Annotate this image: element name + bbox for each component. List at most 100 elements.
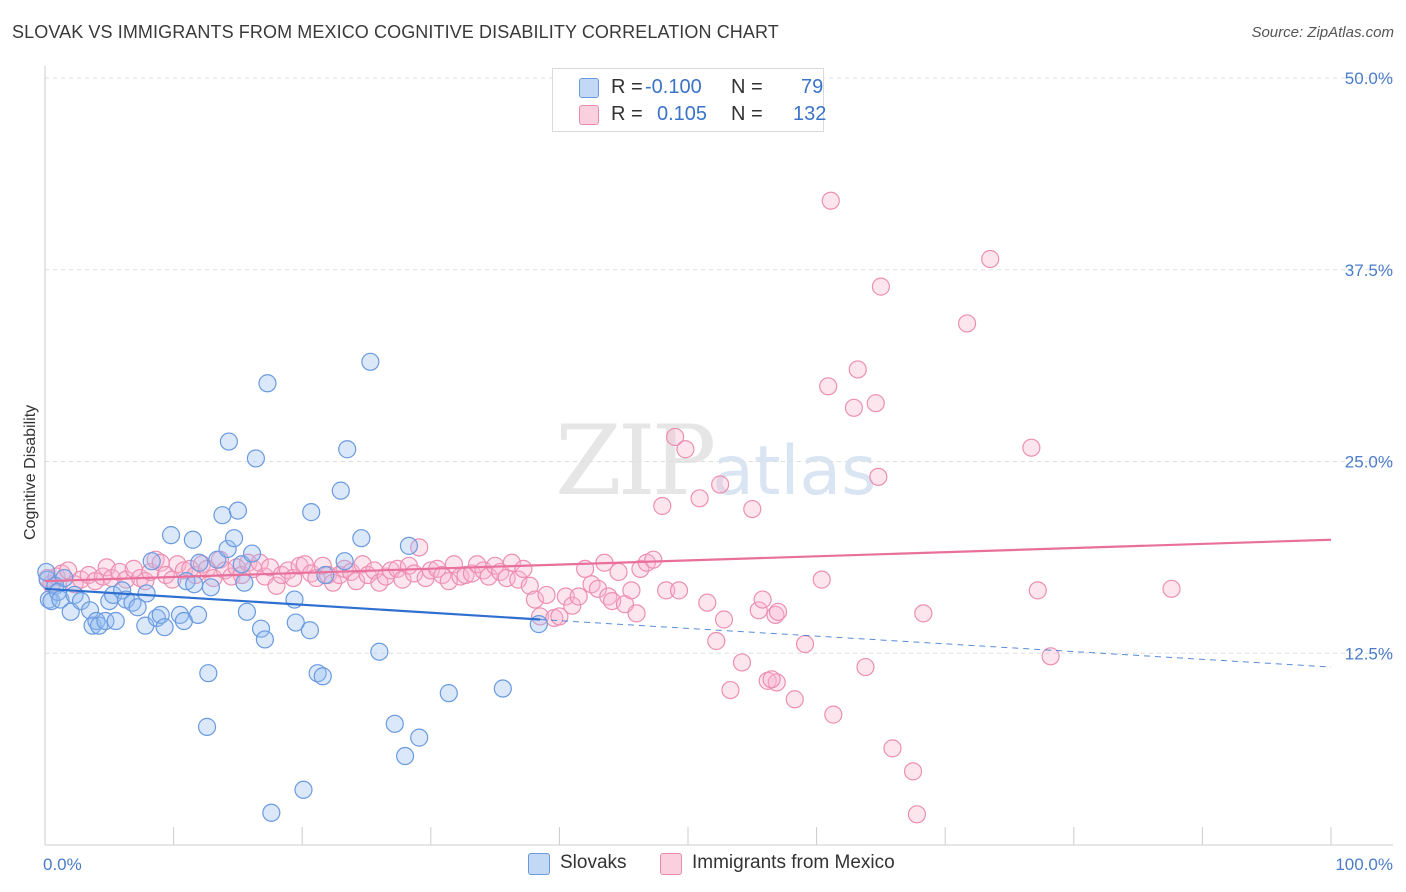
watermark-atlas: atlas xyxy=(712,432,877,511)
point-slovaks xyxy=(155,618,174,637)
point-mexico xyxy=(821,191,840,210)
point-mexico xyxy=(421,561,440,580)
point-slovaks xyxy=(316,565,335,585)
point-mexico xyxy=(250,553,269,572)
bottom-legend-label-mexico: Immigrants from Mexico xyxy=(692,852,895,873)
point-slovaks xyxy=(80,601,100,620)
point-slovaks xyxy=(385,714,404,733)
bottom-legend-swatch-slovaks xyxy=(528,853,550,875)
point-mexico xyxy=(1022,438,1041,457)
point-mexico xyxy=(531,607,550,626)
point-mexico xyxy=(609,562,628,582)
point-mexico xyxy=(93,567,112,586)
bottom-legend-slovaks[interactable]: Slovaks xyxy=(528,852,658,876)
point-mexico xyxy=(732,653,752,672)
point-mexico xyxy=(657,581,676,600)
point-slovaks xyxy=(370,642,389,661)
y-tick-label: 25.0% xyxy=(1345,453,1393,472)
point-slovaks xyxy=(251,619,271,638)
point-slovaks xyxy=(219,432,238,451)
point-slovaks xyxy=(201,578,220,597)
point-mexico xyxy=(795,634,815,654)
point-mexico xyxy=(768,602,788,621)
bottom-legend-mexico[interactable]: Immigrants from Mexico xyxy=(660,852,920,876)
point-slovaks xyxy=(399,536,419,555)
point-slovaks xyxy=(190,553,209,572)
point-slovaks xyxy=(331,481,350,500)
x-tick-label-min: 0.0% xyxy=(43,855,82,874)
point-slovaks xyxy=(395,746,415,766)
point-mexico xyxy=(866,394,885,413)
point-mexico xyxy=(785,690,804,709)
point-mexico xyxy=(711,475,730,494)
point-mexico xyxy=(627,604,646,623)
point-slovaks xyxy=(51,590,70,609)
point-slovaks xyxy=(313,667,332,686)
point-slovaks xyxy=(302,503,321,522)
point-slovaks xyxy=(255,630,275,649)
point-slovaks xyxy=(213,506,232,525)
point-slovaks xyxy=(258,374,277,393)
point-mexico xyxy=(856,657,875,677)
bottom-legend-label-slovaks: Slovaks xyxy=(560,852,627,873)
point-slovaks xyxy=(96,611,115,631)
point-slovaks xyxy=(142,552,161,571)
point-mexico xyxy=(666,427,685,447)
point-mexico xyxy=(267,576,286,595)
point-slovaks xyxy=(55,568,74,588)
point-mexico xyxy=(563,596,582,615)
legend-r-label: R = xyxy=(611,103,643,125)
point-mexico xyxy=(981,249,1000,269)
point-slovaks xyxy=(228,501,247,520)
point-mexico xyxy=(353,555,372,574)
series-slovaks-points xyxy=(37,352,548,822)
point-mexico xyxy=(869,467,888,486)
point-mexico xyxy=(669,581,689,600)
point-slovaks xyxy=(246,449,266,468)
point-mexico xyxy=(824,705,843,724)
point-mexico xyxy=(1162,579,1181,598)
y-tick-label: 37.5% xyxy=(1345,261,1393,280)
point-mexico xyxy=(721,680,740,700)
point-mexico xyxy=(479,567,498,586)
correlation-legend: R = -0.100 N = 79 R = 0.105 N = 132 xyxy=(552,68,827,132)
point-slovaks xyxy=(199,664,218,683)
point-slovaks xyxy=(308,664,327,683)
point-mexico xyxy=(1041,647,1060,666)
point-mexico xyxy=(520,576,539,595)
point-slovaks xyxy=(218,539,237,559)
legend-swatch-slovaks xyxy=(579,78,599,98)
legend-n-value: 132 xyxy=(793,103,827,125)
point-slovaks xyxy=(300,621,320,640)
point-slovaks xyxy=(161,526,181,545)
point-mexico xyxy=(812,570,831,589)
trend-line-mexico xyxy=(44,538,1332,583)
point-mexico xyxy=(690,489,709,508)
point-slovaks xyxy=(410,728,429,747)
point-slovaks xyxy=(89,616,109,635)
point-mexico xyxy=(844,398,863,417)
legend-r-label: R = xyxy=(611,76,643,98)
point-mexico xyxy=(676,440,695,459)
legend-r-value: -0.100 xyxy=(645,76,702,98)
point-mexico xyxy=(907,805,927,824)
point-mexico xyxy=(509,570,528,589)
point-mexico xyxy=(871,277,891,296)
point-mexico xyxy=(514,559,533,578)
point-mexico xyxy=(698,593,717,612)
point-slovaks xyxy=(286,613,305,632)
point-slovaks xyxy=(224,529,244,548)
point-slovaks xyxy=(262,803,281,822)
point-slovaks xyxy=(137,584,156,603)
axes xyxy=(44,66,1393,846)
point-slovaks xyxy=(188,605,208,625)
point-mexico xyxy=(569,587,588,606)
point-slovaks xyxy=(361,352,380,371)
point-slovaks xyxy=(235,573,254,592)
bottom-legend-swatch-mexico xyxy=(660,853,682,875)
point-slovaks xyxy=(439,684,458,703)
point-mexico xyxy=(1028,581,1047,600)
point-mexico xyxy=(903,762,923,781)
point-mexico xyxy=(762,670,781,689)
point-mexico xyxy=(766,605,785,625)
